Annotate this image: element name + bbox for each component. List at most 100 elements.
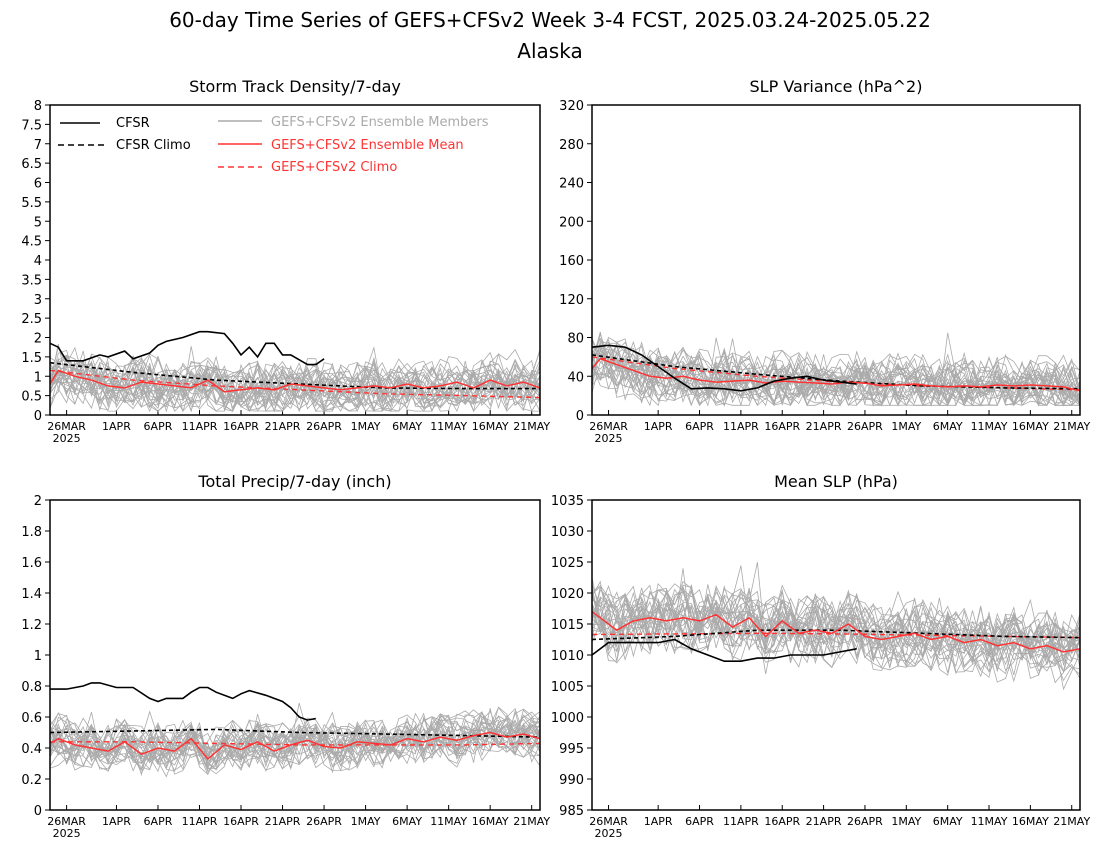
y-tick-label: 1015 [551, 618, 584, 633]
y-tick-label: 995 [559, 742, 584, 757]
x-tick-label: 1APR [102, 815, 131, 828]
y-tick-label: 0.8 [21, 680, 42, 695]
x-tick-label: 26MAR [589, 815, 628, 828]
series-cfsr-climo [49, 728, 541, 738]
member-line [49, 708, 541, 765]
y-tick-label: 2 [34, 332, 42, 347]
member-line [591, 338, 1081, 401]
series-gefs-climo [50, 741, 541, 746]
y-tick-label: 1000 [551, 711, 584, 726]
panel-title: Storm Track Density/7-day [189, 77, 401, 96]
x-tick-label: 16MAY [1012, 420, 1049, 433]
member-line [591, 339, 1081, 398]
panel-storm-track-density: Storm Track Density/7-day CFSR CFSR Clim… [21, 77, 550, 445]
y-tick-label: 7 [34, 138, 42, 153]
y-tick-label: 3 [34, 293, 42, 308]
y-tick-label: 4 [34, 254, 42, 269]
member-line [591, 350, 1081, 406]
x-tick-label: 1MAY [891, 420, 921, 433]
panel-slp-variance: SLP Variance (hPa^2) 0 40 80 120 160 200 240 28… [559, 77, 1090, 445]
member-line [591, 608, 1081, 691]
series-cfsr-climo [49, 361, 540, 390]
series-cfsr [49, 330, 325, 366]
x-tick-label: 6MAY [392, 420, 422, 433]
panel-title: Total Precip/7-day (inch) [197, 472, 391, 491]
member-line [49, 722, 541, 770]
y-tick-label: 8 [34, 99, 42, 114]
y-tick-label: 0.4 [21, 742, 42, 757]
member-line [49, 366, 541, 409]
y-tick-label: 985 [559, 804, 584, 819]
y-tick-label: 1035 [551, 494, 584, 509]
x-tick-label: 11APR [182, 420, 218, 433]
member-line [591, 341, 1081, 399]
x-tick-label: 6MAY [933, 420, 963, 433]
x-tick-label: 6APR [144, 815, 173, 828]
x-tick-label: 1MAY [891, 815, 921, 828]
y-tick-label: 1.8 [21, 525, 42, 540]
member-line [49, 356, 541, 400]
x-year-label: 2025 [53, 432, 81, 445]
x-tick-label: 21APR [265, 420, 301, 433]
plot-frame [591, 499, 1081, 811]
y-tick-label: 1005 [551, 680, 584, 695]
series-gefs-climo [591, 632, 1081, 639]
series-ens-mean [591, 357, 1081, 392]
y-tick-label: 2.5 [21, 312, 42, 327]
x-tick-label: 6MAY [933, 815, 963, 828]
x-tick-label: 26APR [306, 815, 342, 828]
x-tick-label: 6MAY [392, 815, 422, 828]
x-tick-label: 16MAY [1012, 815, 1049, 828]
y-tick-label: 0.6 [21, 711, 42, 726]
y-tick-label: 160 [559, 254, 584, 269]
x-tick-label: 16APR [764, 420, 800, 433]
chart-legend: CFSR CFSR Climo GEFS+CFSv2 Ensemble Memb… [58, 115, 489, 175]
y-tick-label: 2 [34, 494, 42, 509]
x-tick-label: 16APR [764, 815, 800, 828]
x-tick-label: 6APR [685, 815, 714, 828]
series-gefs-climo [49, 369, 541, 399]
x-tick-label: 21MAY [1053, 420, 1090, 433]
series-ens-mean [591, 610, 1081, 653]
member-line [591, 367, 1081, 407]
y-tick-label: 6 [34, 177, 42, 192]
y-tick-label: 1.6 [21, 556, 42, 571]
x-tick-label: 11MAY [971, 815, 1008, 828]
panel-title: Mean SLP (hPa) [774, 472, 898, 491]
plot-frame [591, 104, 1081, 416]
y-tick-label: 1020 [551, 587, 584, 602]
x-tick-label: 1APR [644, 420, 673, 433]
x-year-label: 2025 [53, 827, 81, 840]
x-tick-label: 26APR [847, 815, 883, 828]
x-tick-label: 11APR [723, 420, 759, 433]
y-tick-label: 3.5 [21, 273, 42, 288]
x-tick-label: 1APR [102, 420, 131, 433]
series-ens-mean [49, 369, 541, 393]
y-tick-label: 1025 [551, 556, 584, 571]
y-tick-label: 320 [559, 99, 584, 114]
x-tick-label: 26MAR [47, 420, 86, 433]
y-tick-label: 280 [559, 138, 584, 153]
member-line [49, 715, 541, 776]
member-line [591, 615, 1081, 683]
y-tick-label: 7.5 [21, 118, 42, 133]
x-tick-label: 11MAY [430, 420, 467, 433]
y-tick-label: 5 [34, 215, 42, 230]
y-tick-label: 1 [34, 649, 42, 664]
series-ens-mean [49, 731, 541, 760]
legend-label-cfsr-climo: CFSR Climo [116, 138, 191, 153]
y-tick-label: 990 [559, 773, 584, 788]
series-cfsr [50, 682, 316, 721]
x-tick-label: 21APR [265, 815, 301, 828]
y-tick-label: 120 [559, 293, 584, 308]
plot-frame [49, 104, 541, 416]
x-tick-label: 11APR [182, 815, 218, 828]
figure-title: 60-day Time Series of GEFS+CFSv2 Week 3-… [169, 8, 931, 32]
panel-title: SLP Variance (hPa^2) [750, 77, 923, 96]
x-tick-label: 1APR [644, 815, 673, 828]
member-line [49, 725, 541, 768]
member-line [49, 346, 541, 399]
y-tick-label: 1.4 [21, 587, 42, 602]
y-tick-label: 200 [559, 215, 584, 230]
x-tick-label: 11APR [723, 815, 759, 828]
